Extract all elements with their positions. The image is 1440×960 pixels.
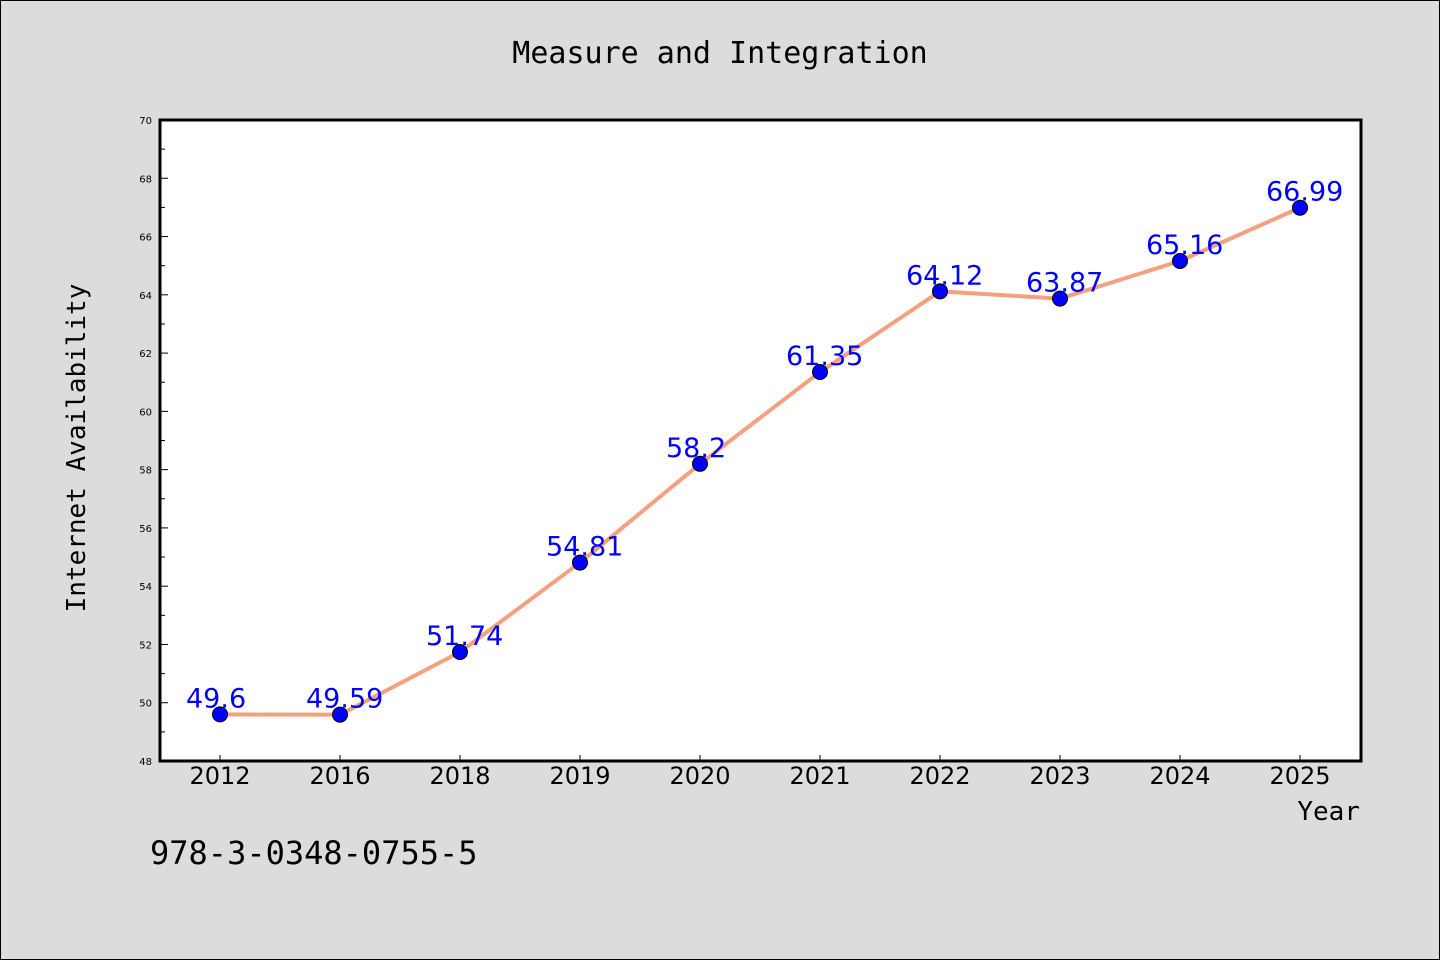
x-axis-ticks: 2012 2016 2018 2019 2020 2021 2022 2023 2024 2025 (189, 755, 1331, 790)
y-tick-label: 68 (139, 174, 152, 185)
data-label: 63.87 (1026, 268, 1103, 299)
data-label: 58.2 (666, 433, 726, 464)
data-point-marker (932, 283, 948, 300)
data-point-marker (452, 644, 468, 661)
x-tick-label: 2018 (429, 762, 490, 790)
data-point-marker (1172, 253, 1188, 270)
data-label: 49.59 (306, 684, 383, 715)
y-tick-label: 66 (139, 233, 152, 244)
data-label: 66.99 (1266, 177, 1343, 208)
y-tick-label: 70 (139, 116, 152, 127)
data-label: 61.35 (786, 341, 863, 372)
plot-area (158, 118, 1363, 763)
x-tick-label: 2024 (1149, 762, 1210, 790)
series-line (218, 205, 1302, 717)
y-tick-label: 64 (139, 291, 152, 302)
data-label: 49.6 (186, 683, 246, 714)
data-point-marker (332, 706, 348, 723)
x-axis-label: Year (1297, 797, 1360, 827)
y-tick-label: 54 (139, 582, 152, 593)
x-tick-label: 2021 (789, 762, 850, 790)
data-label: 51.74 (426, 621, 503, 652)
data-point-marker (692, 455, 708, 472)
data-label: 54.81 (546, 532, 623, 563)
y-tick-label: 52 (139, 640, 152, 651)
footnote-isbn: 978-3-0348-0755-5 (150, 834, 478, 872)
data-label: 64.12 (906, 260, 983, 291)
data-point-marker (212, 706, 228, 723)
y-tick-label: 58 (139, 466, 152, 477)
y-tick-label: 50 (139, 699, 152, 710)
x-tick-label: 2025 (1269, 762, 1330, 790)
y-tick-label: 60 (139, 407, 152, 418)
data-point-marker (572, 554, 588, 571)
data-point-marker (812, 364, 828, 381)
data-point-marker (1292, 199, 1308, 216)
x-tick-label: 2012 (189, 762, 250, 790)
x-tick-label: 2016 (309, 762, 370, 790)
y-tick-label: 48 (139, 757, 152, 768)
y-tick-label: 56 (139, 524, 152, 535)
x-tick-label: 2023 (1029, 762, 1090, 790)
series: 49.6 49.59 51.74 54.81 58.2 61.35 64.12 63.87 65… (186, 177, 1343, 723)
x-tick-label: 2020 (669, 762, 730, 790)
chart-title: Measure and Integration (512, 36, 927, 71)
x-tick-label: 2022 (909, 762, 970, 790)
data-point-marker (1052, 290, 1068, 307)
y-axis-ticks: 48 50 52 54 56 58 60 62 64 66 68 70 (139, 116, 168, 768)
y-axis-label: Internet Availability (62, 284, 92, 613)
y-tick-label: 62 (139, 349, 152, 360)
data-label: 65.16 (1146, 230, 1223, 261)
x-tick-label: 2019 (549, 762, 610, 790)
